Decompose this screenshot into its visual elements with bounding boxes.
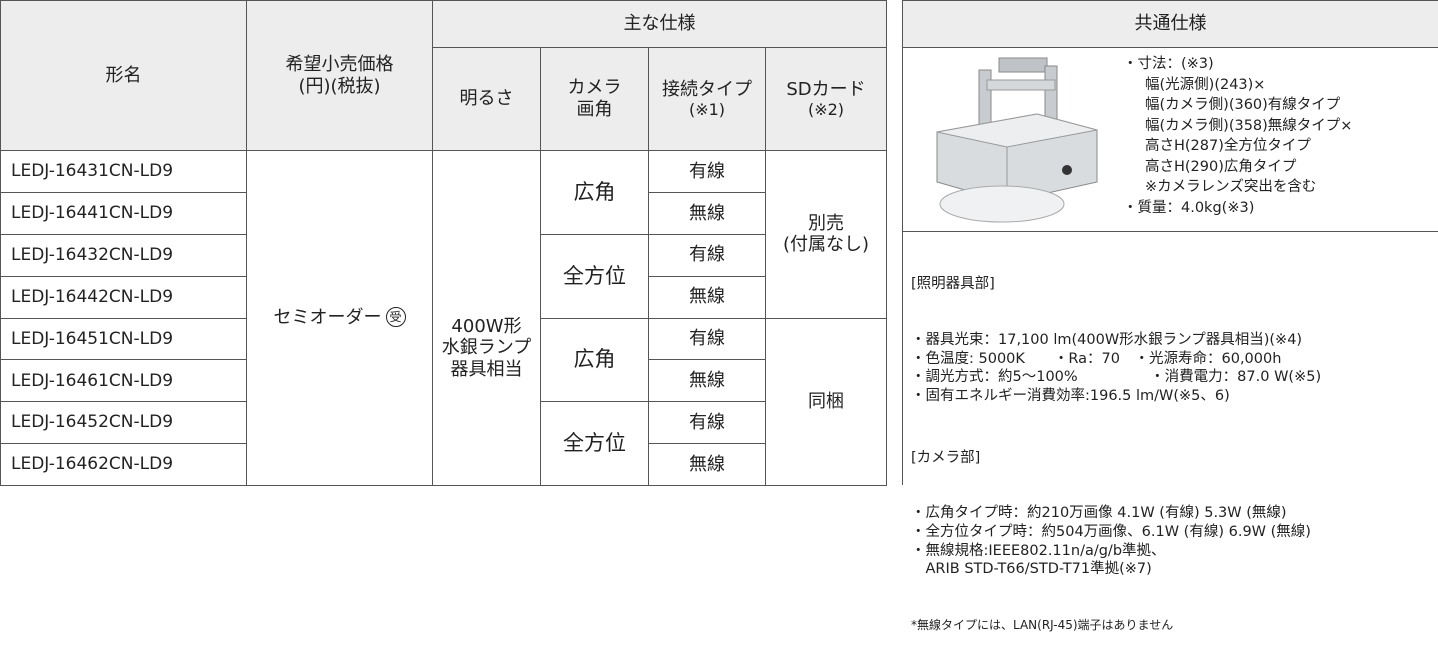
header-brightness: 明るさ	[432, 47, 541, 151]
product-image	[936, 57, 1098, 223]
angle-cell: 全方位	[540, 401, 649, 486]
header-line: カメラ	[567, 77, 622, 99]
price-text: セミオーダー	[273, 307, 382, 329]
table-body: LEDJ-16431CN-LD9 セミオーダー受 400W形 水銀ランプ 器具相当 広角有…	[0, 150, 887, 486]
table-row: LEDJ-16431CN-LD9 セミオーダー受 400W形 水銀ランプ 器具相当 広角有…	[0, 150, 887, 486]
common-spec-panel: 共通仕様 ・寸法：(※3) 幅(光源側)(243)× 幅(カメラ側)(360)有線タ…	[902, 0, 1438, 632]
model-cell: LEDJ-16431CN-LD9	[0, 150, 247, 193]
lighting-lines: ・器具光束：17,100 lm(400W形水銀ランプ器具相当)(※4) ・色温度:…	[911, 331, 1438, 405]
dimension-line: ・質量：4.0kg(※3)	[1123, 199, 1255, 216]
note: *無線タイプには、LAN(RJ-45)端子はありません	[911, 617, 1174, 632]
camera-line: ・無線規格:IEEE802.11n/a/g/b準拠、	[911, 542, 1166, 559]
sd-line: 同梱	[808, 390, 844, 412]
dimensions: ・寸法：(※3) 幅(光源側)(243)× 幅(カメラ側)(360)有線タイプ 幅(カ…	[1123, 54, 1352, 218]
brightness-line: 400W形	[451, 315, 522, 337]
camera-line: ARIB STD-T66/STD-T71準拠(※7)	[911, 561, 1152, 578]
panel-title: 共通仕様	[903, 1, 1438, 48]
dimension-line: 幅(カメラ側)(360)有線タイプ	[1145, 97, 1341, 113]
sd-cell: 同梱	[765, 317, 887, 486]
model-cell: LEDJ-16441CN-LD9	[0, 191, 247, 235]
brightness-cell: 400W形 水銀ランプ 器具相当	[432, 150, 541, 486]
model-cell: LEDJ-16432CN-LD9	[0, 233, 247, 277]
brightness-line: 器具相当	[450, 358, 523, 380]
header-price: 希望小売価格 (円)(税抜)	[246, 0, 433, 151]
dimension-line: ・寸法：(※3)	[1123, 56, 1214, 72]
lighting-line: ・色温度: 5000K ・Ra：70 ・光源寿命：60,000h	[911, 350, 1282, 367]
sd-line: 別売	[808, 212, 844, 234]
header-angle: カメラ 画角	[540, 47, 649, 151]
camera-line: ・広角タイプ時：約210万画像 4.1W (有線) 5.3W (無線)	[911, 505, 1287, 522]
header-connection: 接続タイプ (※1)	[648, 47, 766, 151]
model-cell: LEDJ-16452CN-LD9	[0, 401, 247, 445]
connection-cell: 有線	[648, 317, 766, 361]
header-sd: SDカード (※2)	[765, 47, 887, 151]
angle-cell: 広角	[540, 317, 649, 403]
header-group: 主な仕様	[432, 0, 887, 48]
dimension-line: 高さH(290)広角タイプ	[1145, 158, 1297, 175]
dimension-line: 高さH(287)全方位タイプ	[1145, 138, 1311, 154]
model-cell: LEDJ-16451CN-LD9	[0, 317, 247, 361]
header-line: (※2)	[807, 100, 845, 120]
spec-text: [照明器具部] ・器具光束：17,100 lm(400W形水銀ランプ器具相当)(…	[903, 232, 1438, 671]
table-row: LEDJ-16432CN-LD9 全方位 有線	[0, 233, 887, 319]
angle-cell: 広角	[540, 150, 649, 235]
connection-cell: 無線	[648, 275, 766, 319]
model-cell: LEDJ-16461CN-LD9	[0, 359, 247, 403]
dimension-line: 幅(カメラ側)(358)無線タイプ×	[1145, 117, 1353, 134]
product-area: ・寸法：(※3) 幅(光源側)(243)× 幅(カメラ側)(360)有線タイプ 幅(カ…	[903, 48, 1438, 232]
table-row: LEDJ-16441CN-LD9 無線	[0, 191, 887, 235]
lighting-line: ・固有エネルギー消費効率:196.5 lm/W(※5、6)	[911, 387, 1230, 404]
header-line: (円)(税抜)	[298, 75, 381, 97]
header-line: (※1)	[688, 100, 726, 120]
header-line: 希望小売価格	[285, 53, 394, 75]
camera-lines: ・広角タイプ時：約210万画像 4.1W (有線) 5.3W (無線) ・全方位タ…	[911, 504, 1438, 578]
section-heading: [カメラ部]	[911, 449, 981, 466]
model-cell: LEDJ-16462CN-LD9	[0, 443, 247, 486]
table-row: LEDJ-16461CN-LD9 無線	[0, 359, 887, 403]
page: 形名 希望小売価格 (円)(税抜) 主な仕様 明るさ カメラ 画角 接続タイプ (※1…	[0, 0, 1438, 632]
connection-cell: 有線	[648, 233, 766, 277]
angle-cell: 全方位	[540, 233, 649, 319]
lighting-line: ・器具光束：17,100 lm(400W形水銀ランプ器具相当)(※4)	[911, 331, 1303, 348]
connection-cell: 無線	[648, 443, 766, 486]
lighting-line: ・調光方式：約5～100% ・消費電力：87.0 W(※5)	[911, 369, 1322, 386]
model-cell: LEDJ-16442CN-LD9	[0, 275, 247, 319]
connection-cell: 有線	[648, 401, 766, 445]
brightness-line: 水銀ランプ	[441, 337, 532, 359]
header-line: SDカード	[786, 78, 866, 100]
header-line: 画角	[576, 99, 613, 120]
dimension-line: 幅(光源側)(243)×	[1145, 76, 1266, 93]
price-cell: セミオーダー受	[246, 150, 433, 486]
connection-cell: 無線	[648, 191, 766, 235]
connection-cell: 無線	[648, 359, 766, 403]
dimension-line: ※カメラレンズ突出を含む	[1145, 179, 1317, 195]
table-row: LEDJ-16442CN-LD9 無線	[0, 275, 887, 319]
spec-table: 形名 希望小売価格 (円)(税抜) 主な仕様 明るさ カメラ 画角 接続タイプ (※1…	[0, 0, 887, 486]
price-mark: 受	[385, 307, 406, 328]
sd-line: (付属なし)	[782, 234, 870, 256]
header-model: 形名	[0, 0, 247, 151]
camera-line: ・全方位タイプ時：約504万画像、6.1W (有線) 6.9W (無線)	[911, 523, 1311, 540]
table-row: LEDJ-16462CN-LD9 無線	[0, 443, 887, 486]
section-heading: [照明器具部]	[911, 276, 995, 293]
table-row: LEDJ-16451CN-LD9 広角 有線 同梱	[0, 317, 887, 486]
header-line: 接続タイプ	[662, 78, 752, 100]
sd-cell: 別売 (付属なし)	[765, 150, 887, 319]
connection-cell: 有線	[648, 150, 766, 193]
